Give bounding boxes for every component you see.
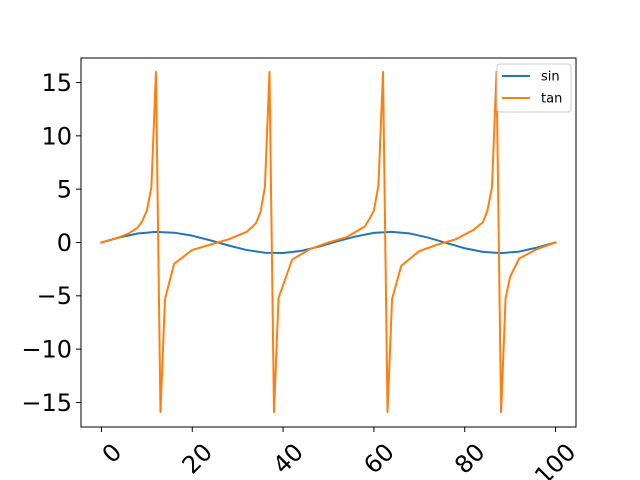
y-tick-label: −10 [21,336,72,364]
y-tick-label: 5 [57,176,72,204]
legend-label-tan: tan [541,92,562,107]
y-tick-label: −15 [21,389,72,417]
series-line-sin [100,230,557,255]
legend: sin tan [496,63,572,113]
y-axis: −15 −10 −5 0 5 10 15 [21,69,81,417]
y-tick-label: −5 [37,282,72,310]
y-tick-label: 15 [41,69,72,97]
y-tick-label: 0 [57,229,72,257]
series-line-tan [100,70,557,414]
legend-label-sin: sin [541,70,560,85]
y-tick-label: 10 [41,122,72,150]
